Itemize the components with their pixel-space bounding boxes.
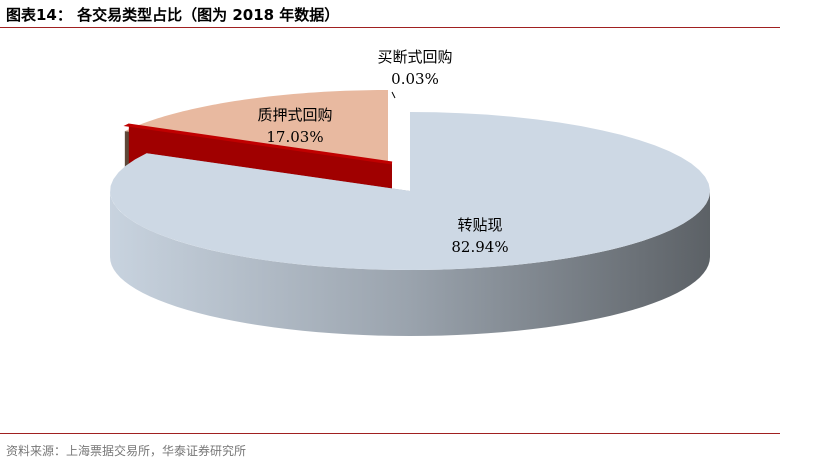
slice-label-value: 0.03%: [391, 70, 439, 88]
slice-label-name: 转贴现: [457, 216, 502, 234]
slice-label-value: 82.94%: [451, 238, 508, 256]
slice-3-top: [124, 90, 389, 169]
slice-label-name: 买断式回购: [377, 48, 452, 66]
slice-label-value: 17.03%: [266, 128, 323, 146]
slice-label-name: 质押式回购: [257, 106, 332, 124]
slice-1-top: [110, 112, 710, 270]
source-note: 资料来源：上海票据交易所，华泰证券研究所: [6, 444, 247, 458]
slice-2-top: [122, 123, 393, 165]
title-divider: [0, 27, 780, 28]
slice-outer-side: [110, 191, 710, 336]
source-divider: [0, 433, 780, 434]
chart-title: 图表14： 各交易类型占比（图为 2018 年数据）: [6, 6, 340, 24]
leader-line: [391, 91, 396, 99]
